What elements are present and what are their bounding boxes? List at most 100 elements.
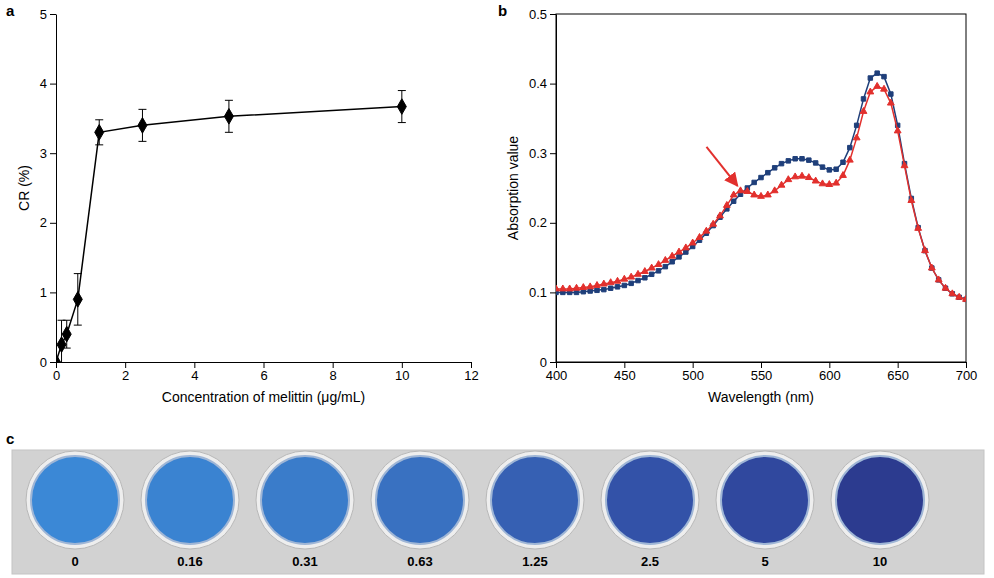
- marker: [588, 289, 592, 293]
- tick-mark: [550, 14, 556, 15]
- error-bar: [225, 100, 233, 132]
- marker: [764, 191, 771, 197]
- marker: [963, 295, 966, 301]
- marker: [636, 278, 640, 282]
- well-rim: [256, 451, 354, 549]
- marker: [908, 197, 915, 203]
- tick: 0.3: [529, 146, 556, 161]
- tick: 0: [40, 355, 56, 370]
- marker: [594, 282, 601, 288]
- marker: [853, 134, 860, 140]
- error-bar: [398, 91, 406, 123]
- tick-mark: [50, 84, 56, 85]
- series: [556, 71, 966, 302]
- series: [556, 82, 966, 301]
- marker: [894, 127, 901, 133]
- tick-label: 2: [40, 215, 47, 230]
- marker: [62, 326, 71, 342]
- plot-marks: [56, 91, 406, 362]
- error-bar: [138, 109, 146, 141]
- tick: 2: [40, 215, 56, 230]
- tick: 0: [540, 355, 556, 370]
- tick-label: 0: [53, 368, 60, 383]
- marker: [752, 180, 756, 184]
- marker: [827, 168, 831, 172]
- marker: [882, 74, 886, 78]
- well-rim: [716, 451, 814, 549]
- y-axis: 012345: [40, 7, 57, 370]
- marker: [614, 277, 621, 283]
- tick-label: 0.5: [529, 7, 547, 22]
- marker: [874, 82, 881, 88]
- tick-mark: [471, 362, 472, 368]
- tick-mark: [624, 362, 625, 368]
- tick-label: 3: [40, 146, 47, 161]
- marker: [771, 187, 778, 193]
- marker: [684, 250, 688, 254]
- tick: 0.1: [529, 285, 556, 300]
- marker: [766, 170, 770, 174]
- x-axis: 024681012: [53, 362, 479, 383]
- marker: [608, 286, 612, 290]
- tick: 0.2: [529, 215, 556, 230]
- marker: [556, 285, 559, 291]
- marker: [833, 179, 840, 185]
- tick-mark: [550, 223, 556, 224]
- marker: [635, 270, 642, 276]
- marker: [566, 285, 573, 291]
- marker: [710, 220, 717, 226]
- marker: [655, 261, 662, 267]
- tick: 4: [191, 362, 198, 383]
- tick-label: 500: [682, 368, 704, 383]
- tick: 500: [682, 362, 704, 383]
- marker: [778, 181, 785, 187]
- tick-mark: [50, 362, 56, 363]
- tick-mark: [50, 153, 56, 154]
- tick-mark: [898, 362, 899, 368]
- tick: 10: [395, 362, 409, 383]
- panel-letter: a: [6, 2, 15, 19]
- marker: [73, 292, 82, 308]
- tick: 3: [40, 146, 56, 161]
- marker: [717, 212, 724, 218]
- well-rim: [486, 451, 584, 549]
- tick-label: 550: [751, 368, 773, 383]
- tick-label: 0.3: [529, 146, 547, 161]
- tick: 650: [887, 362, 909, 383]
- tick-label: 5: [40, 7, 47, 22]
- tick: 2: [122, 362, 129, 383]
- tick-label: 0: [40, 355, 47, 370]
- series: [56, 91, 406, 362]
- marker: [696, 233, 703, 239]
- tick-label: 0: [540, 355, 547, 370]
- x-axis-title: Wavelength (nm): [708, 389, 814, 405]
- tick-mark: [966, 362, 967, 368]
- marker: [224, 109, 233, 125]
- marker: [868, 76, 872, 80]
- marker: [731, 199, 735, 203]
- marker: [397, 99, 406, 115]
- well-label: 0.63: [407, 554, 432, 569]
- series-line: [556, 86, 966, 299]
- marker: [758, 192, 765, 198]
- marker: [607, 279, 614, 285]
- plate: [12, 450, 984, 574]
- tick-mark: [693, 362, 694, 368]
- tick-mark: [333, 362, 334, 368]
- marker: [813, 161, 817, 165]
- series-line: [56, 107, 402, 362]
- tick: 400: [546, 362, 568, 383]
- tick: 450: [614, 362, 636, 383]
- marker: [860, 108, 867, 114]
- well: [721, 456, 809, 544]
- well-rim: [601, 451, 699, 549]
- tick-label: 0.1: [529, 285, 547, 300]
- marker: [901, 162, 908, 168]
- axis-line: [556, 15, 557, 363]
- tick-label: 8: [330, 368, 337, 383]
- error-bar: [58, 320, 66, 362]
- tick: 8: [330, 362, 337, 383]
- well-rim: [26, 451, 124, 549]
- marker: [792, 173, 799, 179]
- tick-label: 400: [546, 368, 568, 383]
